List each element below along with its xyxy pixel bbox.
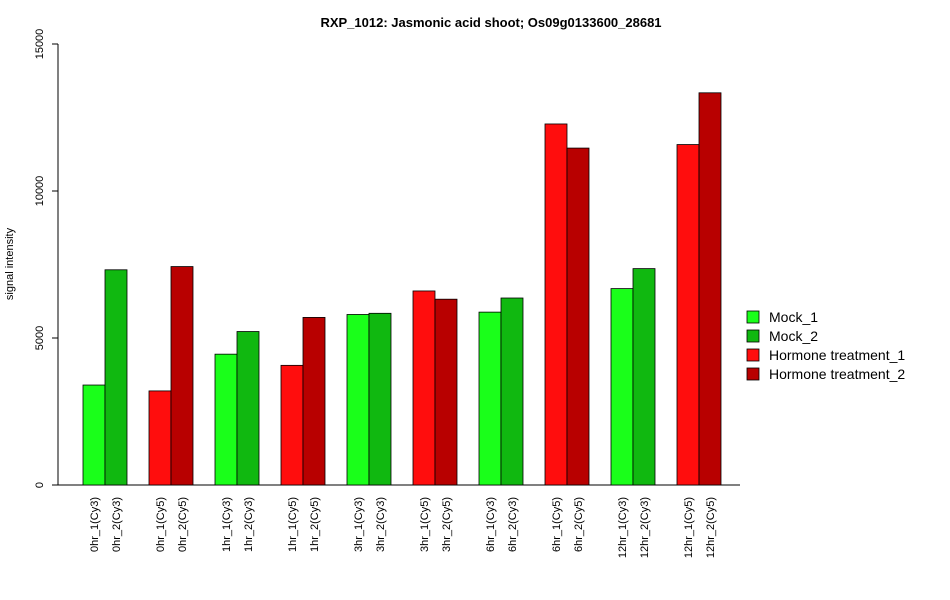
y-tick-label: 5000 xyxy=(34,326,46,350)
y-tick-label: 10000 xyxy=(34,176,46,207)
bar xyxy=(236,331,260,486)
bar xyxy=(170,266,194,486)
bar xyxy=(676,144,700,486)
legend-entry: Mock_2 xyxy=(769,328,818,344)
x-tick-label: 3hr_2(Cy3) xyxy=(375,497,387,552)
bar xyxy=(302,317,326,486)
bar xyxy=(478,311,502,486)
x-tick-label: 12hr_1(Cy5) xyxy=(683,497,695,558)
legend: Mock_1 Mock_2 Hormone treatment_1 Hormone t… xyxy=(746,309,905,382)
bar xyxy=(412,290,436,486)
bar xyxy=(566,147,590,486)
x-tick-label: 3hr_1(Cy5) xyxy=(419,497,431,552)
x-tick-label: 3hr_1(Cy3) xyxy=(353,497,365,552)
x-tick-label: 0hr_2(Cy5) xyxy=(177,497,189,552)
bar xyxy=(280,364,304,486)
x-tick-label: 6hr_1(Cy3) xyxy=(485,497,497,552)
legend-swatch xyxy=(746,348,760,362)
x-tick-label: 12hr_2(Cy3) xyxy=(639,497,651,558)
x-tick-label: 1hr_1(Cy5) xyxy=(287,497,299,552)
legend-swatch xyxy=(746,367,760,381)
x-tick-label: 0hr_1(Cy5) xyxy=(155,497,167,552)
x-tick-label: 6hr_2(Cy3) xyxy=(507,497,519,552)
bar xyxy=(434,298,458,486)
x-tick-label: 1hr_2(Cy5) xyxy=(309,497,321,552)
legend-entry: Hormone treatment_1 xyxy=(769,347,905,363)
bar xyxy=(632,268,656,486)
y-axis-label: signal intensity xyxy=(4,227,16,300)
x-tick-labels: 0hr_1(Cy3) 0hr_2(Cy3) 0hr_1(Cy5) 0hr_2(Cy5)… xyxy=(89,497,717,558)
x-tick-label: 1hr_1(Cy3) xyxy=(221,497,233,552)
x-tick-label: 0hr_2(Cy3) xyxy=(111,497,123,552)
legend-swatch xyxy=(746,329,760,343)
x-tick-label: 3hr_2(Cy5) xyxy=(441,497,453,552)
x-tick-label: 6hr_2(Cy5) xyxy=(573,497,585,552)
legend-entry: Mock_1 xyxy=(769,309,818,325)
bars-group xyxy=(82,92,722,486)
y-tick-label: 15000 xyxy=(34,29,46,60)
bar xyxy=(698,92,722,486)
legend-entry: Hormone treatment_2 xyxy=(769,366,905,382)
x-tick-label: 6hr_1(Cy5) xyxy=(551,497,563,552)
bar xyxy=(368,312,392,486)
bar xyxy=(346,314,370,486)
bar xyxy=(610,288,634,486)
x-tick-label: 1hr_2(Cy3) xyxy=(243,497,255,552)
bar xyxy=(544,123,568,486)
y-axis: 0 5000 10000 15000 xyxy=(34,29,59,488)
bar xyxy=(500,297,524,486)
x-tick-label: 12hr_2(Cy5) xyxy=(705,497,717,558)
x-tick-label: 0hr_1(Cy3) xyxy=(89,497,101,552)
y-tick-label: 0 xyxy=(34,482,46,488)
legend-swatch xyxy=(746,310,760,324)
bar xyxy=(148,390,172,486)
x-tick-label: 12hr_1(Cy3) xyxy=(617,497,629,558)
bar xyxy=(214,353,238,486)
bar xyxy=(104,269,128,486)
chart-title: RXP_1012: Jasmonic acid shoot; Os09g0133… xyxy=(320,15,661,30)
bar xyxy=(82,384,106,486)
